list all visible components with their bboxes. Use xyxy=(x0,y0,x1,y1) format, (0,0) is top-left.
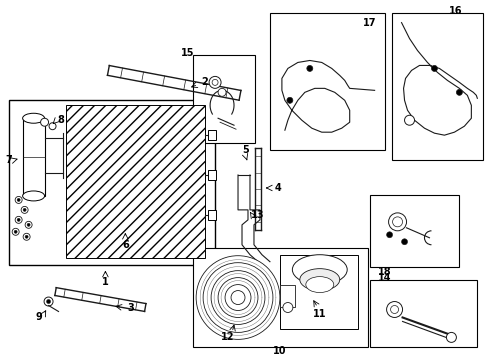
Bar xyxy=(9,100,215,265)
Circle shape xyxy=(430,66,437,71)
Circle shape xyxy=(49,123,56,130)
Circle shape xyxy=(388,213,406,231)
Bar xyxy=(269,13,384,150)
Text: 16: 16 xyxy=(447,6,461,15)
Text: 3: 3 xyxy=(127,302,133,312)
Circle shape xyxy=(14,230,17,233)
Bar xyxy=(279,255,357,329)
Circle shape xyxy=(41,118,48,126)
Bar xyxy=(208,130,216,140)
Text: 7: 7 xyxy=(5,155,12,165)
Bar xyxy=(369,195,458,267)
Text: 2: 2 xyxy=(202,77,208,87)
Circle shape xyxy=(17,219,20,221)
Circle shape xyxy=(211,271,264,324)
Circle shape xyxy=(386,232,392,238)
Circle shape xyxy=(224,285,250,310)
Bar xyxy=(279,285,294,306)
Circle shape xyxy=(12,228,19,235)
Circle shape xyxy=(401,239,407,245)
Circle shape xyxy=(446,332,455,342)
Bar xyxy=(22,118,44,196)
Text: 15: 15 xyxy=(181,49,195,58)
Circle shape xyxy=(286,97,292,103)
Bar xyxy=(208,170,216,180)
Circle shape xyxy=(306,66,312,71)
Circle shape xyxy=(390,306,398,314)
Bar xyxy=(65,105,204,258)
Ellipse shape xyxy=(299,269,339,291)
Bar xyxy=(369,280,476,347)
Circle shape xyxy=(218,278,258,318)
Circle shape xyxy=(25,221,32,228)
Bar xyxy=(208,210,216,220)
Circle shape xyxy=(218,88,225,96)
Text: 6: 6 xyxy=(122,240,128,250)
Circle shape xyxy=(46,300,50,303)
Circle shape xyxy=(386,302,402,318)
Bar xyxy=(391,13,482,160)
Text: 9: 9 xyxy=(35,312,42,323)
Circle shape xyxy=(203,263,272,332)
Bar xyxy=(193,248,367,347)
Circle shape xyxy=(404,115,414,125)
Circle shape xyxy=(44,297,53,306)
Text: 10: 10 xyxy=(273,346,286,356)
Text: 4: 4 xyxy=(274,183,281,193)
Text: 1: 1 xyxy=(102,276,108,287)
Circle shape xyxy=(455,89,462,95)
Circle shape xyxy=(27,223,30,226)
Circle shape xyxy=(209,76,221,88)
Circle shape xyxy=(283,302,292,312)
Circle shape xyxy=(17,198,20,201)
Circle shape xyxy=(212,80,218,85)
Text: 12: 12 xyxy=(221,332,234,342)
Ellipse shape xyxy=(305,276,333,293)
Text: 14: 14 xyxy=(377,273,390,283)
Text: 13: 13 xyxy=(251,210,264,220)
Text: 8: 8 xyxy=(57,115,64,125)
Circle shape xyxy=(23,233,30,240)
Circle shape xyxy=(25,235,28,238)
Ellipse shape xyxy=(292,255,346,285)
Circle shape xyxy=(392,217,402,227)
Text: 18: 18 xyxy=(377,267,390,276)
Circle shape xyxy=(230,291,244,305)
Circle shape xyxy=(21,206,28,213)
Circle shape xyxy=(15,216,22,223)
Text: 17: 17 xyxy=(362,18,376,28)
Circle shape xyxy=(23,208,26,211)
Bar xyxy=(193,55,254,143)
Text: 5: 5 xyxy=(242,145,249,155)
Text: 11: 11 xyxy=(312,310,326,319)
Ellipse shape xyxy=(22,191,44,201)
Circle shape xyxy=(196,256,279,339)
Ellipse shape xyxy=(22,113,44,123)
Circle shape xyxy=(15,197,22,203)
